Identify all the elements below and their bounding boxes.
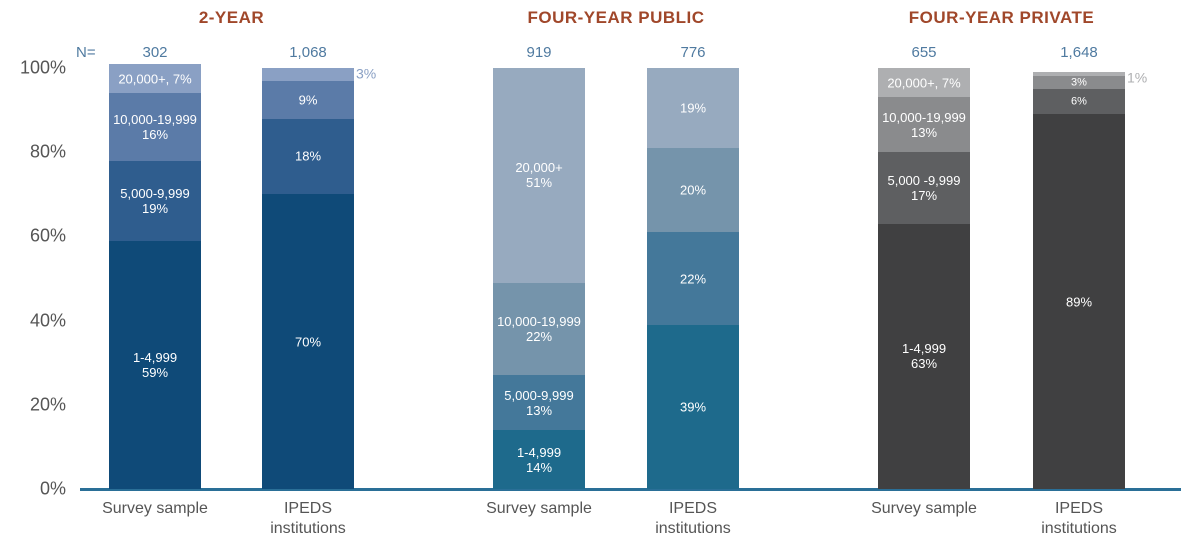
bar-segment [1033, 114, 1125, 489]
n-value: 919 [526, 44, 552, 61]
value-label: 10,000-19,999 22% [497, 314, 581, 345]
group-title: FOUR-YEAR PUBLIC [527, 8, 705, 27]
value-label: 5,000-9,999 19% [120, 185, 190, 216]
bar-segment [1033, 76, 1125, 90]
value-label: 5,000 -9,999 17% [887, 172, 961, 203]
value-label: 89% [1065, 294, 1093, 310]
bar-segment [493, 430, 585, 489]
group-title: 2-YEAR [198, 8, 265, 27]
bar-segment [493, 282, 585, 376]
bar-segment [878, 97, 970, 153]
value-label: 19% [679, 100, 707, 116]
value-label: 20,000+ 51% [515, 160, 563, 191]
n-value: 1,068 [289, 44, 327, 61]
bar-segment [493, 375, 585, 431]
value-label: 22% [679, 271, 707, 286]
value-label: 10,000-19,999 13% [882, 109, 966, 140]
value-label: 3% [356, 65, 377, 82]
n-value: 1,648 [1060, 44, 1098, 61]
bar-segment [647, 68, 739, 148]
bar-segment [878, 152, 970, 224]
value-label: 6% [1071, 95, 1087, 108]
value-label: 1-4,999 14% [516, 444, 562, 475]
bar-segment [878, 223, 970, 489]
n-value: 776 [680, 44, 706, 61]
value-label: 5,000-9,999 13% [504, 387, 574, 418]
bar-segment [109, 93, 201, 161]
x-tick-label: Survey sample [102, 500, 208, 517]
value-label: 70% [294, 334, 322, 350]
y-tick-label: 40% [29, 310, 66, 331]
x-axis-line [80, 488, 1181, 491]
x-tick-label: Survey sample [871, 500, 977, 517]
bar-segment [878, 68, 970, 98]
value-label: 1-4,999 59% [132, 349, 178, 380]
bar-segment [262, 118, 354, 195]
bar-segment [109, 240, 201, 489]
y-tick-label: 80% [29, 141, 66, 162]
y-tick-label: 100% [19, 57, 66, 78]
x-tick-label: IPEDS institutions [270, 500, 346, 537]
value-label: 9% [298, 92, 318, 108]
n-value: 655 [911, 44, 937, 61]
bar-segment [647, 232, 739, 325]
n-label: N= [76, 44, 96, 61]
value-label: 20,000+, 7% [887, 75, 961, 91]
group-title: FOUR-YEAR PRIVATE [908, 8, 1095, 27]
value-label: 39% [679, 399, 707, 415]
y-tick-label: 60% [29, 225, 66, 246]
value-label: 1-4,999 63% [901, 341, 947, 372]
value-label: 20,000+, 7% [118, 71, 192, 87]
bar-segment [109, 160, 201, 241]
x-tick-label: IPEDS institutions [655, 500, 731, 537]
bar-segment [1033, 72, 1125, 77]
bar-segment [647, 147, 739, 233]
bar-segment [647, 324, 739, 489]
bar-segment [262, 68, 354, 81]
bar-segment [262, 194, 354, 489]
bar-segment [109, 63, 201, 94]
bar-segment [1033, 89, 1125, 115]
n-value: 302 [142, 44, 168, 61]
y-tick-label: 20% [29, 394, 66, 415]
bar-segment [262, 80, 354, 119]
x-tick-label: Survey sample [486, 500, 592, 517]
y-tick-label: 0% [39, 478, 66, 499]
value-label: 1% [1127, 69, 1148, 86]
value-label: 20% [679, 182, 707, 198]
value-label: 10,000-19,999 16% [113, 111, 197, 142]
bar-segment [493, 68, 585, 283]
x-tick-label: IPEDS institutions [1041, 500, 1117, 537]
value-label: 3% [1071, 76, 1087, 89]
value-label: 18% [294, 148, 322, 164]
